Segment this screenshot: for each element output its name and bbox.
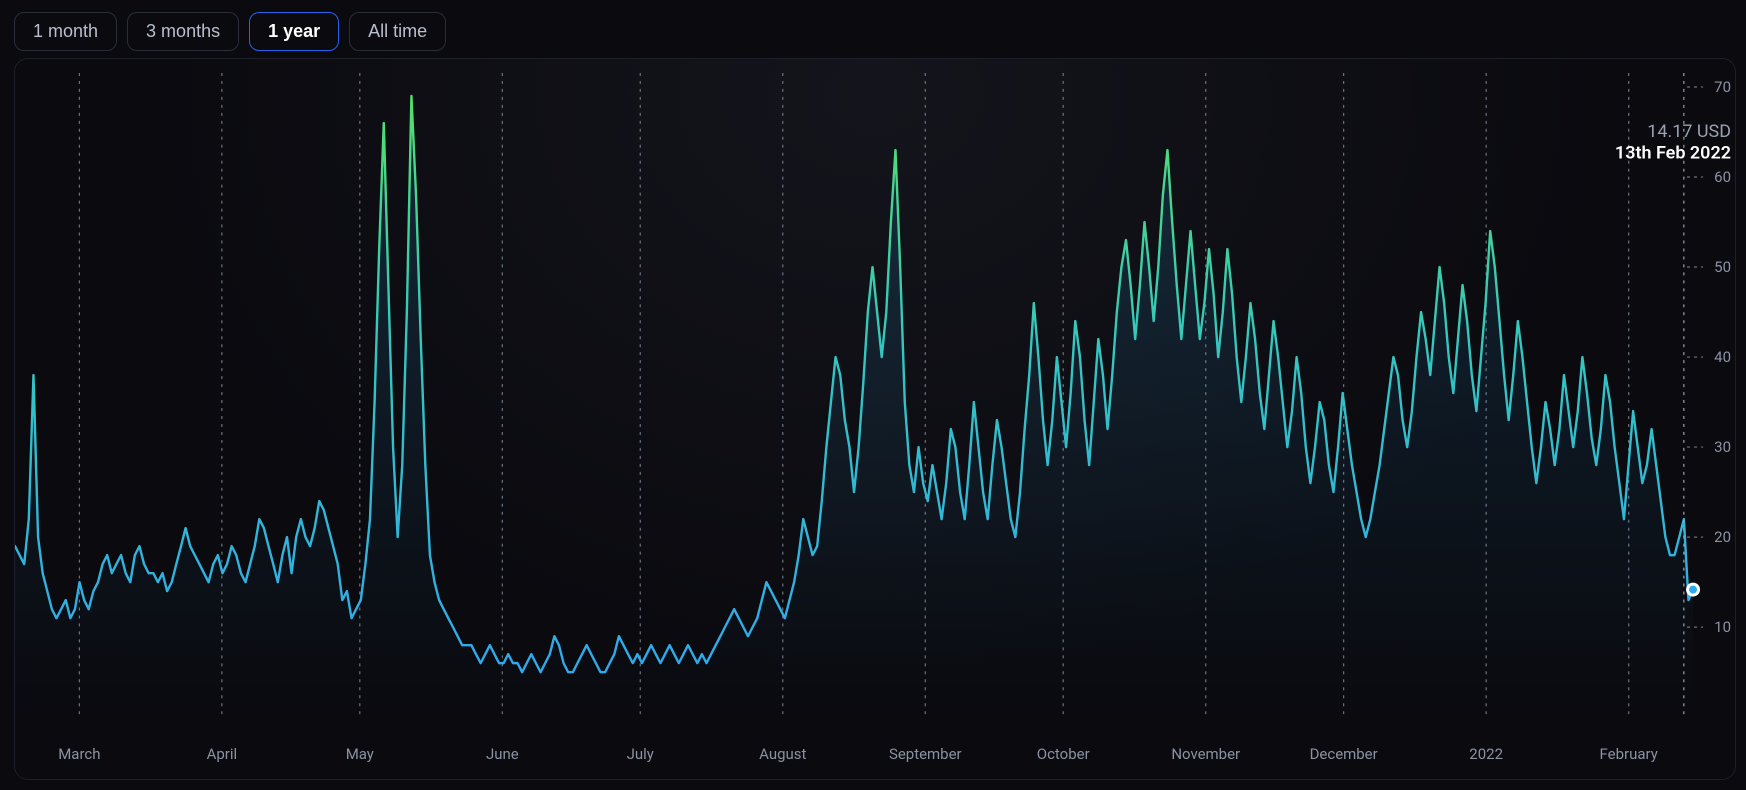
x-axis-month-label: June — [486, 745, 519, 763]
x-axis-month-label: November — [1171, 745, 1240, 763]
chart-area-fill — [15, 96, 1693, 717]
x-axis-month-label: 2022 — [1469, 745, 1503, 763]
x-axis-month-label: September — [889, 745, 962, 763]
x-axis-month-label: August — [759, 745, 806, 763]
time-range-tabs: 1 month 3 months 1 year All time — [0, 0, 1746, 63]
x-axis-month-label: April — [207, 745, 238, 763]
readout-value: 14.17 USD — [1647, 121, 1731, 142]
y-axis-tick-label: 20 — [1714, 528, 1731, 546]
y-axis-tick-label: 70 — [1714, 78, 1731, 96]
x-axis-month-label: July — [627, 745, 654, 763]
y-axis-tick-label: 50 — [1714, 258, 1731, 276]
range-tab-1m[interactable]: 1 month — [14, 12, 117, 51]
range-tab-3m[interactable]: 3 months — [127, 12, 239, 51]
x-axis-month-label: December — [1310, 745, 1378, 763]
series-end-marker-inner — [1689, 586, 1697, 594]
x-axis-month-label: February — [1600, 745, 1658, 763]
chart-svg: March April May June July August September Octo… — [15, 59, 1735, 779]
readout-date: 13th Feb 2022 — [1615, 143, 1731, 164]
price-chart: March April May June July August September Octo… — [14, 58, 1736, 780]
y-axis-tick-label: 60 — [1714, 168, 1731, 186]
range-tab-all[interactable]: All time — [349, 12, 446, 51]
x-axis-month-label: May — [346, 745, 374, 763]
x-axis-month-label: October — [1037, 745, 1090, 763]
range-tab-1y[interactable]: 1 year — [249, 12, 339, 51]
y-axis-tick-label: 40 — [1714, 348, 1731, 366]
x-axis-month-label: March — [58, 745, 100, 763]
y-axis-tick-label: 10 — [1714, 618, 1731, 636]
y-axis-tick-label: 30 — [1714, 438, 1731, 456]
